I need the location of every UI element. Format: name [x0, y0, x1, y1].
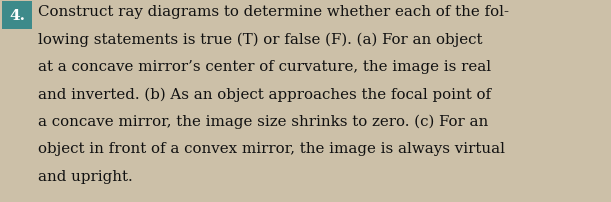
Text: 4.: 4. [9, 9, 25, 23]
Text: and upright.: and upright. [38, 169, 133, 183]
Text: a concave mirror, the image size shrinks to zero. (c) For an: a concave mirror, the image size shrinks… [38, 115, 488, 129]
Text: lowing statements is true (T) or false (F). (a) For an object: lowing statements is true (T) or false (… [38, 32, 483, 47]
Text: and inverted. (b) As an object approaches the focal point of: and inverted. (b) As an object approache… [38, 87, 491, 101]
FancyBboxPatch shape [2, 2, 32, 30]
Text: at a concave mirror’s center of curvature, the image is real: at a concave mirror’s center of curvatur… [38, 60, 491, 74]
Text: Construct ray diagrams to determine whether each of the fol-: Construct ray diagrams to determine whet… [38, 5, 509, 19]
Text: object in front of a convex mirror, the image is always virtual: object in front of a convex mirror, the … [38, 142, 505, 156]
